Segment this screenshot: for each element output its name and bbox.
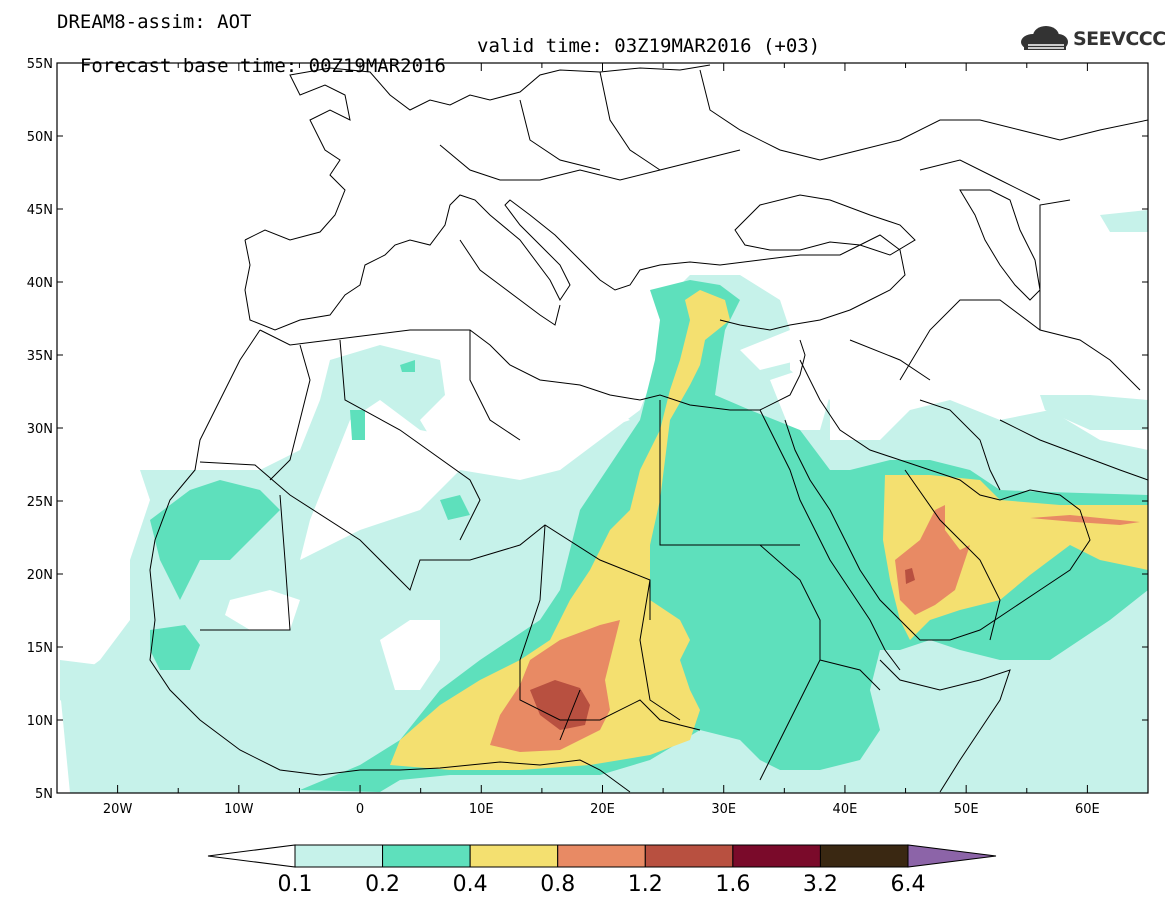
colorbar-segment (294, 844, 384, 868)
colorbar-low-arrow (207, 844, 296, 868)
colorbar-segment (469, 844, 559, 868)
lat-label: 30N (27, 422, 53, 437)
lat-label: 10N (27, 714, 53, 729)
lat-label: 55N (27, 57, 53, 72)
valid-time-label: valid time: 03Z19MAR2016 (+03) (477, 35, 821, 57)
seevccc-logo: SEEVCCC (1018, 24, 1165, 54)
axis-ticks (56, 62, 1149, 794)
colorbar-tick-label: 0.2 (365, 872, 401, 897)
colorbar (207, 844, 997, 868)
colorbar-segment (557, 844, 646, 868)
lon-label: 10E (469, 802, 494, 817)
lon-label: 50E (954, 802, 979, 817)
colorbar-tick-label: 1.2 (627, 872, 663, 897)
colorbar-tick-label: 0.4 (452, 872, 488, 897)
lon-label: 40E (833, 802, 858, 817)
lat-label: 20N (27, 568, 53, 583)
lat-label: 15N (27, 641, 53, 656)
colorbar-tick-label: 6.4 (890, 872, 926, 897)
colorbar-tick-label: 0.1 (277, 872, 313, 897)
colorbar-segment (644, 844, 734, 868)
lon-label: 20E (590, 802, 615, 817)
lon-label: 0 (356, 802, 364, 817)
lon-label: 10W (224, 802, 254, 817)
lat-label: 45N (27, 203, 53, 218)
latitude-labels: 5N 10N 15N 20N 25N 30N 35N 40N 45N 50N 55N (27, 57, 53, 802)
lon-label: 30E (711, 802, 736, 817)
base-time-label: Forecast base time: 00Z19MAR2016 (79, 55, 446, 77)
aot-level-1-2 (530, 568, 915, 730)
lat-label: 25N (27, 495, 53, 510)
aot-contour-fields (60, 210, 1148, 793)
colorbar-segment (382, 844, 471, 868)
colorbar-tick-label: 1.6 (715, 872, 751, 897)
lat-label: 35N (27, 349, 53, 364)
longitude-labels: 20W 10W 0 10E 20E 30E 40E 50E 60E (103, 802, 1100, 817)
lon-label: 60E (1075, 802, 1100, 817)
colorbar-segment (732, 844, 821, 868)
cloud-icon (1021, 26, 1068, 50)
colorbar-tick-label: 0.8 (540, 872, 576, 897)
map-title: DREAM8-assim: AOT (57, 11, 252, 33)
lat-label: 5N (35, 787, 53, 802)
lat-label: 40N (27, 276, 53, 291)
lon-label: 20W (103, 802, 133, 817)
aot-clear-areas (225, 330, 830, 690)
colorbar-segment (819, 844, 909, 868)
colorbar-tick-label: 3.2 (802, 872, 838, 897)
coastlines (149, 64, 1148, 793)
lat-label: 50N (27, 130, 53, 145)
forecast-times: Forecast base time: 00Z19MAR2016 valid t… (57, 36, 820, 96)
colorbar-high-arrow (907, 844, 997, 868)
logo-text: SEEVCCC (1073, 28, 1165, 50)
country-borders (199, 69, 1148, 781)
